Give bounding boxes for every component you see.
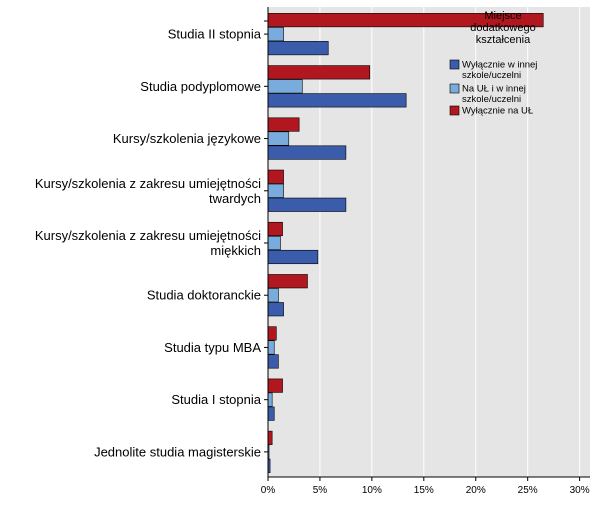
bar <box>267 288 279 303</box>
x-tick-label: 20% <box>466 485 486 496</box>
x-tick-label: 10% <box>362 485 382 496</box>
category-label: Studia II stopnia <box>168 27 262 42</box>
category-labels: Studia II stopnia Studia podyplomowe Kursy… <box>35 27 262 460</box>
x-tick-label: 5% <box>313 485 328 496</box>
bar <box>267 145 347 160</box>
x-tick-label: 25% <box>518 485 538 496</box>
x-tick-label: 30% <box>570 485 590 496</box>
bar <box>267 302 284 317</box>
bar <box>267 197 347 212</box>
legend-title: Miejsce dodatkowego kształcenia <box>470 10 535 46</box>
bar <box>267 326 277 341</box>
bar <box>267 169 284 184</box>
bar <box>267 117 300 132</box>
category-label: Studia podyplomowe <box>140 79 261 94</box>
bar <box>267 65 371 80</box>
category-label: Jednolite studia magisterskie <box>94 444 261 459</box>
legend-swatch <box>449 105 460 116</box>
legend: Miejsce dodatkowego kształcenia Wyłącznie w… <box>449 10 537 117</box>
legend-swatch <box>449 59 460 70</box>
y-ticks <box>264 20 268 453</box>
legend-swatch <box>449 83 460 94</box>
x-ticks: 0% 5% 10% 15% 20% 25% 30% <box>261 477 590 496</box>
bar <box>267 378 283 393</box>
bar <box>267 93 407 108</box>
bar <box>267 183 284 198</box>
bar <box>267 41 329 56</box>
bar <box>267 392 273 407</box>
category-label: Studia I stopnia <box>171 392 261 407</box>
x-tick-label: 15% <box>414 485 434 496</box>
bar <box>267 274 308 289</box>
legend-label: Wyłącznie na UŁ <box>462 106 533 117</box>
x-tick-label: 0% <box>261 485 276 496</box>
bar <box>267 249 319 265</box>
category-label: Kursy/szkolenia z zakresu umiejętności mi… <box>35 228 261 258</box>
category-label: Kursy/szkolenia językowe <box>113 131 261 146</box>
category-label: Kursy/szkolenia z zakresu umiejętności tw… <box>35 176 261 206</box>
grid-lines <box>319 7 581 477</box>
bar <box>267 354 279 369</box>
bar <box>267 430 273 445</box>
bar <box>267 27 284 42</box>
bar <box>267 221 283 237</box>
bar <box>267 131 290 146</box>
bar <box>267 79 303 94</box>
bar <box>267 340 275 355</box>
legend-label: Na UŁ i w innej szkole/uczelni <box>462 84 526 106</box>
category-label: Studia typu MBA <box>164 340 261 355</box>
category-label: Studia doktoranckie <box>147 288 261 303</box>
bar <box>267 406 275 421</box>
bar <box>267 235 281 251</box>
plot-background <box>268 7 590 477</box>
legend-label: Wyłącznie w innej szkole/uczelni <box>462 60 537 82</box>
